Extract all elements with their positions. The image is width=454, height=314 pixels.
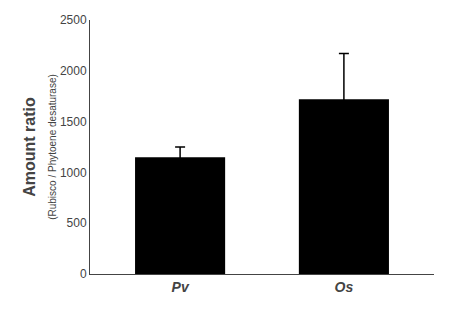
svg-text:Pv: Pv: [172, 279, 190, 295]
svg-text:500: 500: [67, 216, 87, 230]
svg-text:2500: 2500: [60, 13, 87, 27]
svg-text:2000: 2000: [60, 64, 87, 78]
svg-text:1000: 1000: [60, 166, 87, 180]
svg-text:Os: Os: [335, 279, 354, 295]
svg-text:1500: 1500: [60, 115, 87, 129]
svg-text:0: 0: [80, 267, 87, 281]
svg-text:Amount ratio(Rubisco / Phytoen: Amount ratio(Rubisco / Phytoene desatura…: [21, 74, 58, 220]
